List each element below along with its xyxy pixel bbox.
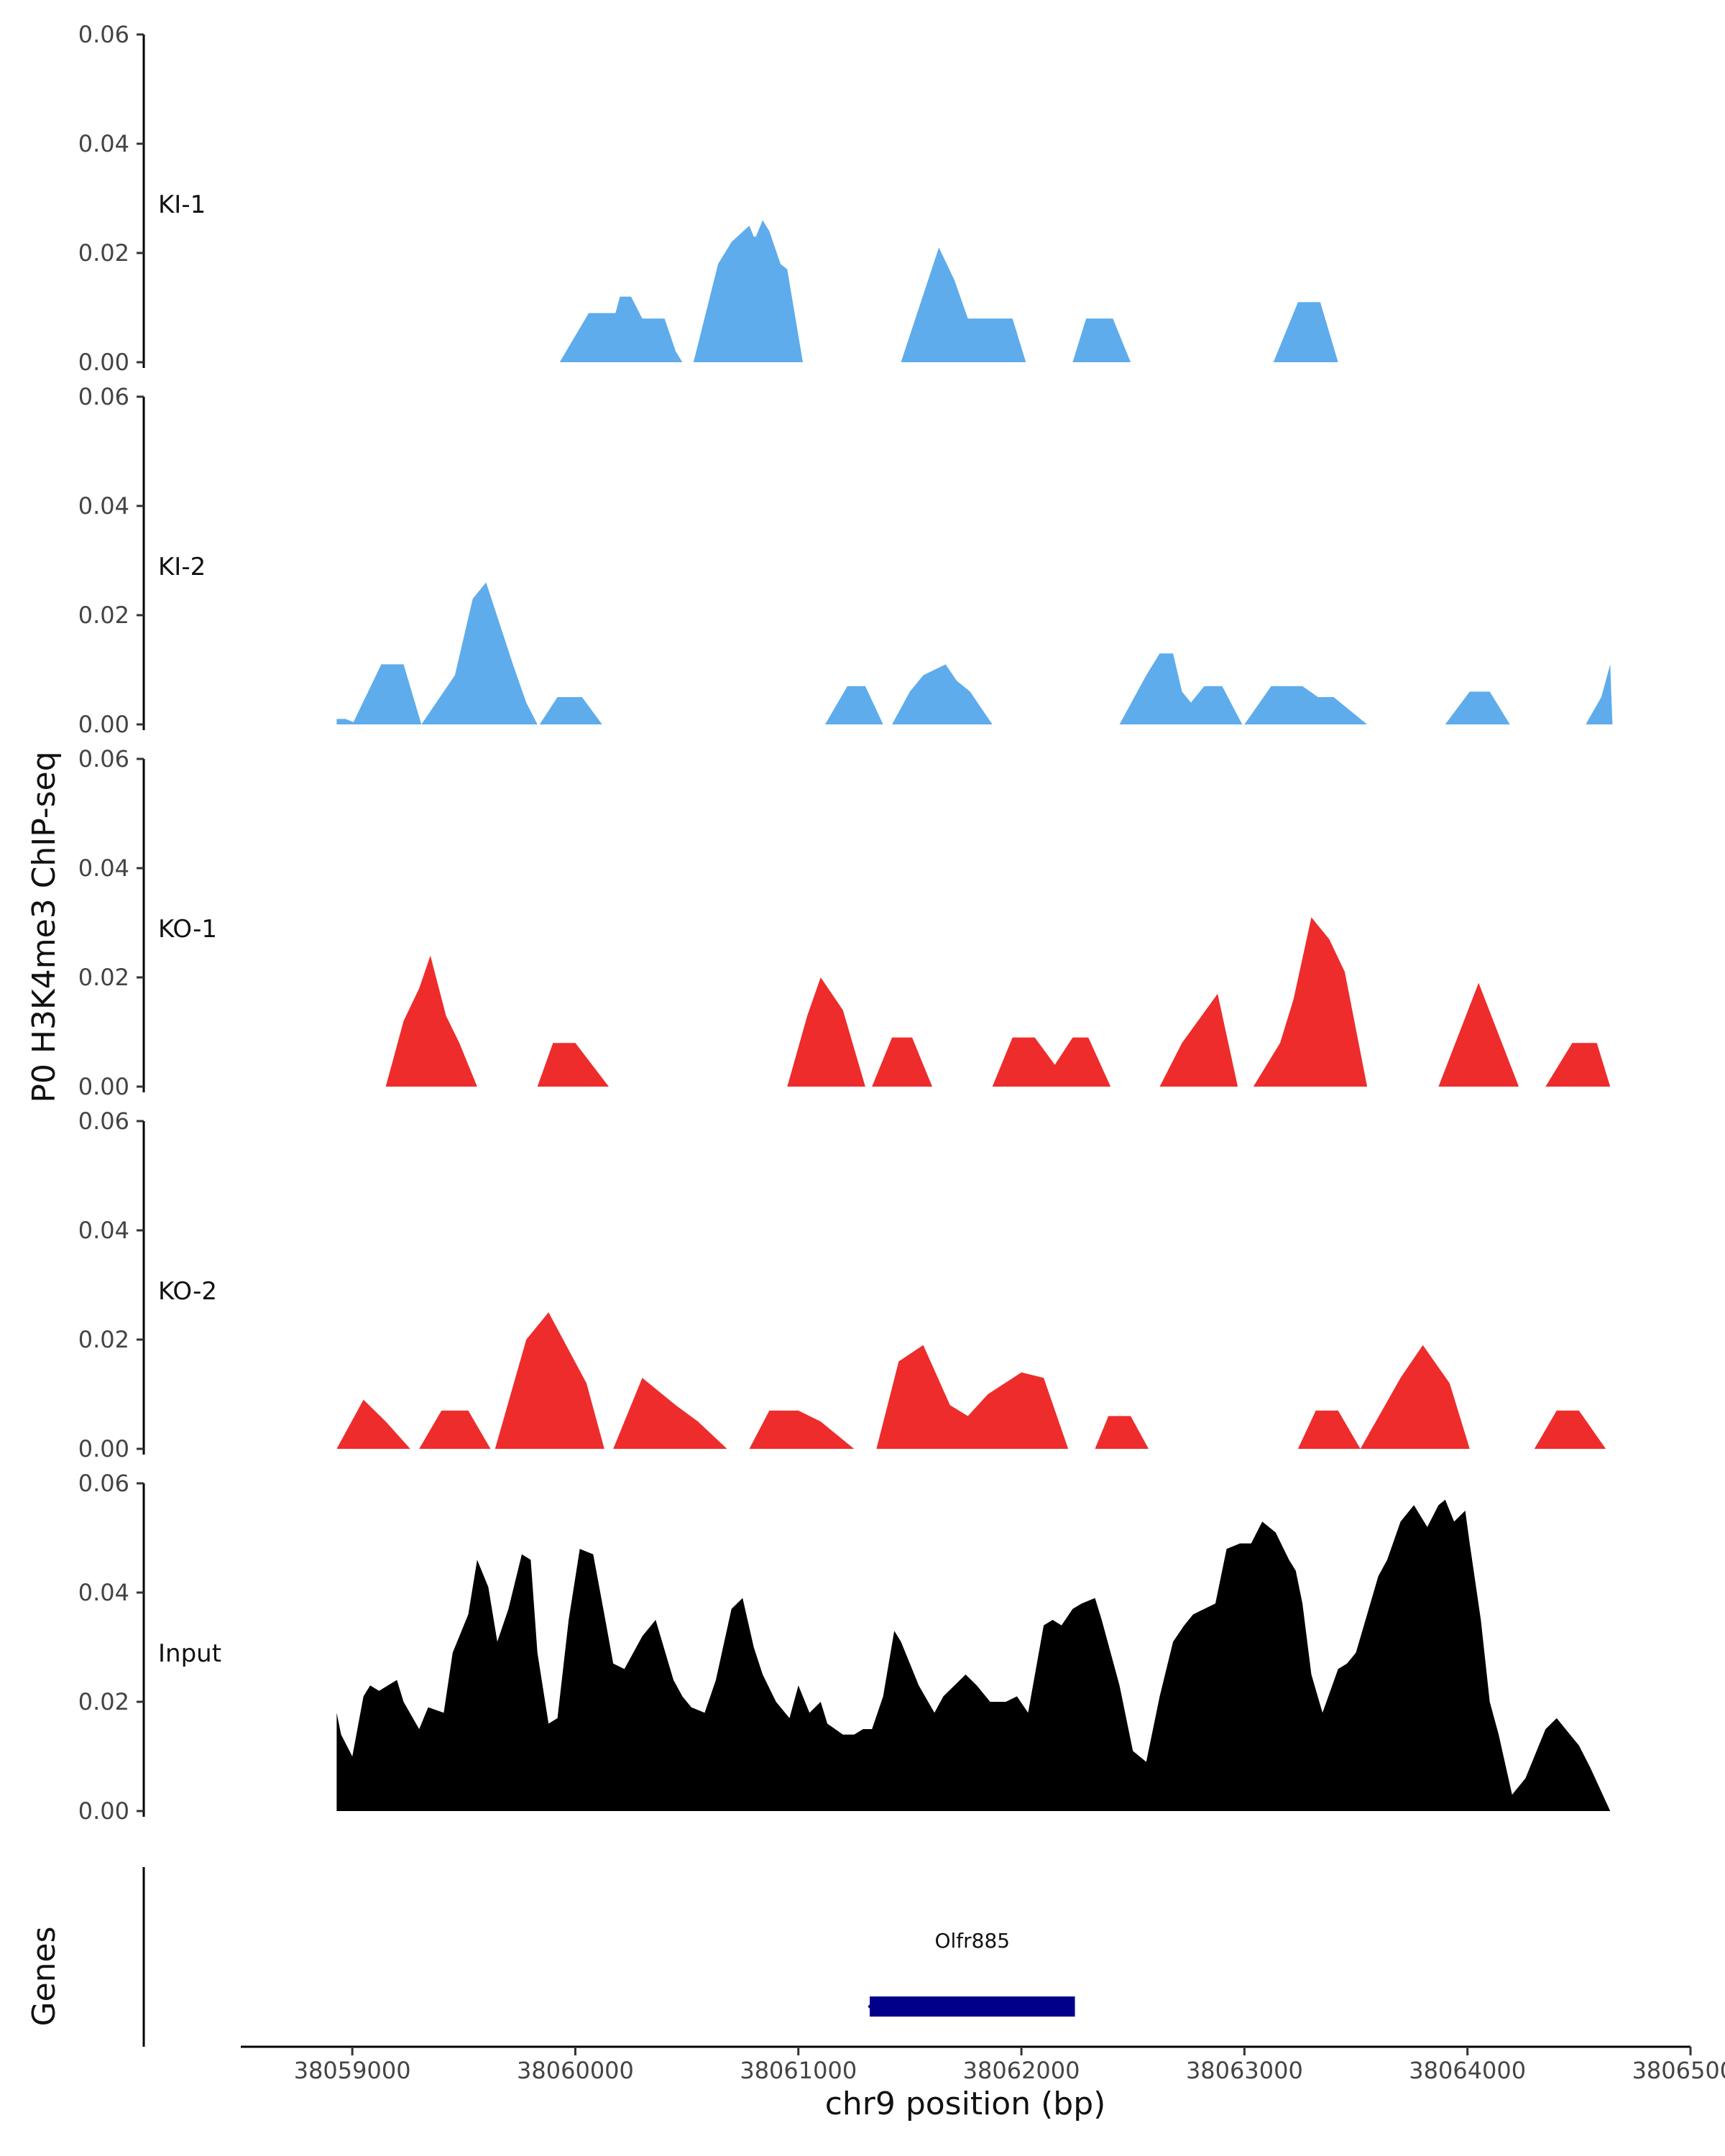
x-tick-label: 38064000 bbox=[1409, 2057, 1526, 2084]
y-tick-label: 0.04 bbox=[78, 1217, 129, 1244]
y-tick-label: 0.04 bbox=[78, 492, 129, 520]
coverage-area-ki-2 bbox=[336, 582, 1613, 724]
y-axis-title: P0 H3K4me3 ChIP-seq bbox=[26, 751, 63, 1102]
x-tick-label: 38065000 bbox=[1632, 2057, 1725, 2084]
coverage-area-ki-1 bbox=[559, 220, 1338, 362]
tracks-group: 0.00 0.02 0.04 0.06 KI-1 0.00 0.02 0.04 0.06 KI-2… bbox=[78, 21, 1613, 1825]
track-ki-1: 0.00 0.02 0.04 0.06 KI-1 bbox=[78, 21, 1338, 376]
y-tick-label: 0.06 bbox=[78, 745, 129, 773]
y-tick-label: 0.00 bbox=[78, 711, 129, 738]
coverage-area-ko-2 bbox=[336, 1312, 1606, 1449]
y-tick-label: 0.06 bbox=[78, 1107, 129, 1135]
track-label-ki-1: KI-1 bbox=[158, 190, 206, 219]
genes-track-label: Genes bbox=[26, 1926, 63, 2026]
y-tick-label: 0.04 bbox=[78, 1579, 129, 1606]
strand-arrow-icon bbox=[868, 1998, 878, 2015]
y-tick-label: 0.00 bbox=[78, 1073, 129, 1100]
track-label-ki-2: KI-2 bbox=[158, 553, 206, 581]
x-tick-label: 38063000 bbox=[1186, 2057, 1303, 2084]
y-tick-label: 0.02 bbox=[78, 239, 129, 267]
y-tick-label: 0.02 bbox=[78, 1688, 129, 1715]
x-tick-label: 38060000 bbox=[517, 2057, 634, 2084]
x-tick-label: 38059000 bbox=[294, 2057, 411, 2084]
y-tick-label: 0.06 bbox=[78, 21, 129, 48]
y-tick-label: 0.04 bbox=[78, 854, 129, 882]
track-input: 0.00 0.02 0.04 0.06 Input bbox=[78, 1470, 1611, 1825]
track-label-input: Input bbox=[158, 1639, 221, 1668]
x-axis: 38059000 38060000 38061000 38062000 38063000… bbox=[241, 2045, 1725, 2084]
y-tick-label: 0.00 bbox=[78, 1435, 129, 1462]
track-label-ko-1: KO-1 bbox=[158, 915, 217, 944]
y-tick-label: 0.06 bbox=[78, 383, 129, 410]
gene-label: Olfr885 bbox=[934, 1929, 1010, 1953]
y-tick-label: 0.00 bbox=[78, 1797, 129, 1825]
x-tick-label: 38061000 bbox=[740, 2057, 857, 2084]
x-axis-title: chr9 position (bp) bbox=[825, 2086, 1106, 2122]
x-tick-label: 38062000 bbox=[963, 2057, 1080, 2084]
track-label-ko-2: KO-2 bbox=[158, 1277, 217, 1306]
y-tick-label: 0.02 bbox=[78, 602, 129, 629]
track-ki-2: 0.00 0.02 0.04 0.06 KI-2 bbox=[78, 383, 1613, 738]
y-tick-label: 0.00 bbox=[78, 349, 129, 376]
gene-panel: Olfr885 bbox=[142, 1867, 1075, 2047]
coverage-area-ko-1 bbox=[385, 917, 1611, 1087]
y-tick-label: 0.04 bbox=[78, 130, 129, 157]
track-ko-1: 0.00 0.02 0.04 0.06 KO-1 bbox=[78, 745, 1611, 1100]
y-tick-label: 0.02 bbox=[78, 1326, 129, 1353]
coverage-area-input bbox=[336, 1499, 1611, 1811]
y-tick-label: 0.02 bbox=[78, 964, 129, 991]
y-tick-label: 0.06 bbox=[78, 1470, 129, 1497]
gene-body bbox=[870, 1996, 1075, 2017]
track-ko-2: 0.00 0.02 0.04 0.06 KO-2 bbox=[78, 1107, 1606, 1462]
